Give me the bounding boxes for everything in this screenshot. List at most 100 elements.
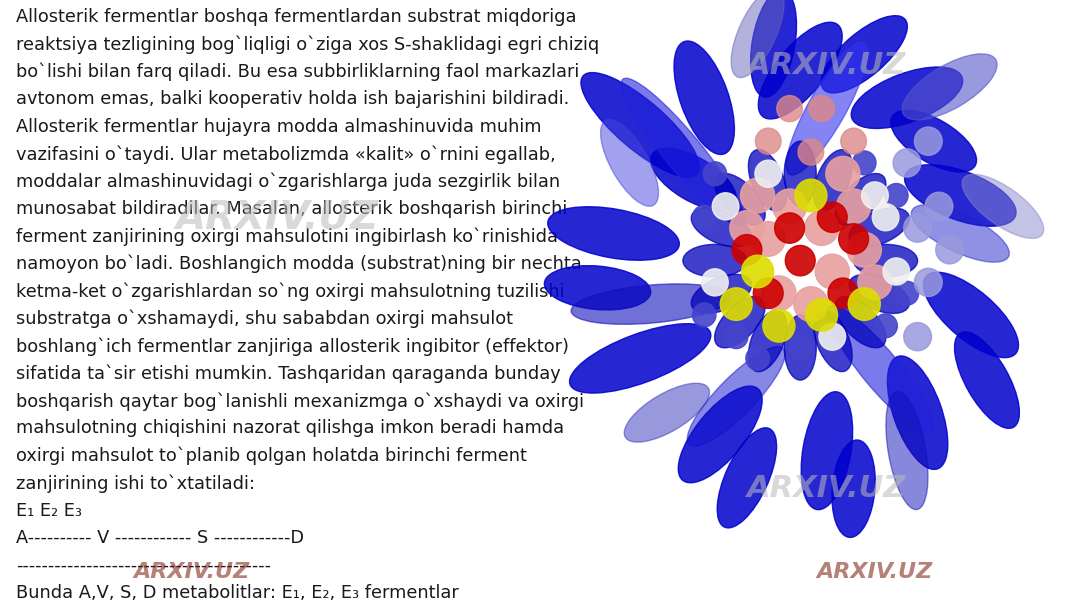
Text: moddalar almashinuvidagi o`zgarishlarga juda sezgirlik bilan: moddalar almashinuvidagi o`zgarishlarga … [16, 173, 560, 191]
Ellipse shape [784, 141, 816, 206]
Circle shape [777, 95, 802, 122]
Ellipse shape [580, 73, 700, 177]
Text: substratga o`xshamaydi, shu sababdan oxirgi mahsulot: substratga o`xshamaydi, shu sababdan oxi… [16, 310, 513, 328]
Ellipse shape [854, 244, 918, 277]
Ellipse shape [822, 16, 907, 93]
Ellipse shape [851, 67, 962, 128]
Circle shape [817, 202, 847, 232]
Ellipse shape [715, 173, 765, 225]
Text: E₁ E₂ E₃: E₁ E₂ E₃ [16, 502, 82, 520]
Text: munosabat bildiradilar. Masalan, allosterik boshqarish birinchi: munosabat bildiradilar. Masalan, alloste… [16, 200, 568, 218]
Text: ARXIV.UZ: ARXIV.UZ [134, 562, 250, 581]
Circle shape [847, 232, 881, 267]
Text: ferment zanjirining oxirgi mahsulotini ingibirlash ko`rinishida: ferment zanjirining oxirgi mahsulotini i… [16, 227, 558, 246]
Circle shape [874, 314, 897, 338]
Circle shape [809, 95, 834, 122]
Circle shape [751, 221, 785, 256]
Text: vazifasini o`taydi. Ular metabolizmda «kalit» o`rnini egallab,: vazifasini o`taydi. Ular metabolizmda «k… [16, 145, 556, 164]
Circle shape [806, 299, 838, 331]
Ellipse shape [674, 41, 734, 154]
Ellipse shape [905, 165, 1016, 226]
Ellipse shape [849, 208, 909, 247]
Circle shape [873, 203, 898, 231]
Ellipse shape [624, 383, 710, 442]
Circle shape [826, 157, 860, 191]
Circle shape [936, 236, 964, 264]
Ellipse shape [835, 296, 886, 348]
Text: ARXIV.UZ: ARXIV.UZ [817, 562, 933, 581]
Circle shape [795, 179, 827, 212]
Circle shape [862, 182, 889, 209]
Ellipse shape [891, 110, 976, 172]
Ellipse shape [679, 386, 762, 483]
Circle shape [732, 235, 762, 265]
Circle shape [785, 245, 815, 276]
Ellipse shape [750, 0, 797, 97]
Circle shape [762, 276, 796, 311]
Circle shape [805, 211, 839, 245]
Ellipse shape [691, 274, 751, 313]
Text: avtonom emas, balki kooperativ holda ish bajarishini bildiradi.: avtonom emas, balki kooperativ holda ish… [16, 91, 570, 109]
Ellipse shape [849, 274, 909, 313]
Circle shape [815, 254, 849, 289]
Ellipse shape [544, 266, 651, 310]
Ellipse shape [801, 392, 853, 509]
Ellipse shape [748, 310, 786, 371]
Ellipse shape [886, 392, 928, 509]
Circle shape [702, 269, 728, 296]
Ellipse shape [903, 54, 997, 120]
Circle shape [885, 184, 908, 208]
Ellipse shape [715, 296, 765, 348]
Circle shape [819, 323, 845, 350]
Circle shape [692, 205, 716, 229]
Text: ----------------------------------------: ---------------------------------------- [16, 557, 271, 575]
Circle shape [692, 303, 716, 327]
Ellipse shape [888, 356, 947, 469]
Ellipse shape [827, 305, 934, 433]
Ellipse shape [955, 332, 1019, 428]
Text: reaktsiya tezligining bog`liqligi o`ziga xos S-shaklidagi egri chiziq: reaktsiya tezligining bog`liqligi o`ziga… [16, 35, 600, 54]
Text: Allosterik fermentlar hujayra modda almashinuvida muhim: Allosterik fermentlar hujayra modda alma… [16, 118, 542, 136]
Circle shape [925, 192, 953, 220]
Circle shape [740, 178, 775, 213]
Circle shape [775, 213, 805, 243]
Circle shape [773, 189, 807, 224]
Text: boshlang`ich fermentlar zanjiriga allosterik ingibitor (effektor): boshlang`ich fermentlar zanjiriga allost… [16, 337, 569, 356]
Ellipse shape [814, 310, 853, 371]
Ellipse shape [835, 173, 886, 225]
Ellipse shape [786, 42, 867, 175]
Circle shape [724, 325, 748, 349]
Circle shape [893, 149, 921, 177]
Circle shape [848, 288, 880, 320]
Circle shape [703, 162, 727, 186]
Text: bo`lishi bilan farq qiladi. Bu esa subbirliklarning faol markazlari: bo`lishi bilan farq qiladi. Bu esa subbi… [16, 63, 579, 82]
Text: zanjirining ishi to`xtatiladi:: zanjirining ishi to`xtatiladi: [16, 475, 255, 493]
Ellipse shape [683, 244, 747, 277]
Circle shape [895, 281, 919, 305]
Circle shape [794, 287, 828, 322]
Circle shape [858, 265, 892, 300]
Circle shape [853, 151, 876, 175]
Ellipse shape [962, 174, 1044, 238]
Circle shape [883, 258, 909, 285]
Text: boshqarish qaytar bog`lanishli mexanizmga o`xshaydi va oxirgi: boshqarish qaytar bog`lanishli mexanizmg… [16, 392, 584, 410]
Text: Bunda A,V, S, D metabolitlar: E₁, E₂, E₃ fermentlar: Bunda A,V, S, D metabolitlar: E₁, E₂, E₃… [16, 584, 459, 600]
Ellipse shape [731, 0, 784, 77]
Circle shape [753, 278, 783, 308]
Text: oxirgi mahsulot to`planib qolgan holatda birinchi ferment: oxirgi mahsulot to`planib qolgan holatda… [16, 447, 527, 466]
Circle shape [904, 323, 931, 351]
Circle shape [904, 214, 931, 242]
Circle shape [763, 310, 795, 342]
Circle shape [798, 139, 824, 165]
Circle shape [720, 288, 752, 320]
Text: namoyon bo`ladi. Boshlangich modda (substrat)ning bir nechta: namoyon bo`ladi. Boshlangich modda (subs… [16, 255, 582, 274]
Text: sifatida ta`sir etishi mumkin. Tashqaridan qaraganda bunday: sifatida ta`sir etishi mumkin. Tashqarid… [16, 365, 561, 383]
Ellipse shape [651, 148, 736, 210]
Circle shape [755, 160, 781, 187]
Ellipse shape [832, 440, 875, 538]
Circle shape [730, 211, 764, 245]
Text: A---------- V ------------ S ------------D: A---------- V ------------ S -----------… [16, 529, 304, 547]
Ellipse shape [547, 206, 680, 260]
Ellipse shape [759, 22, 842, 119]
Text: ARXIV.UZ: ARXIV.UZ [747, 50, 907, 80]
